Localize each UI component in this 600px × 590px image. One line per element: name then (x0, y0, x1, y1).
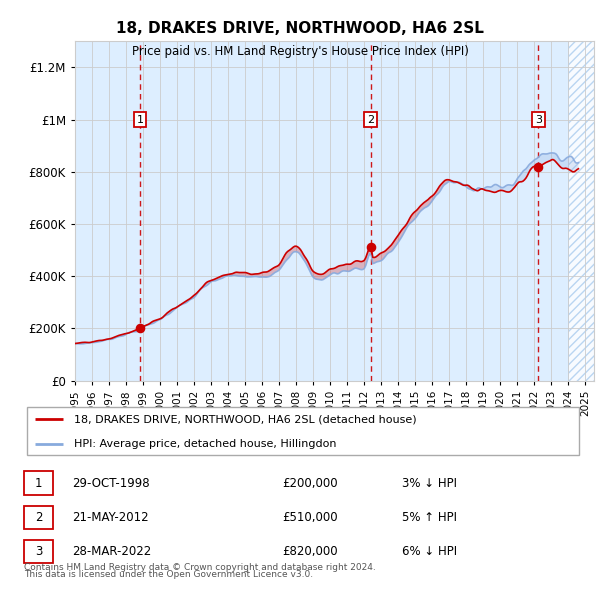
Text: 3% ↓ HPI: 3% ↓ HPI (402, 477, 457, 490)
Text: 3: 3 (35, 545, 42, 558)
Text: HPI: Average price, detached house, Hillingdon: HPI: Average price, detached house, Hill… (74, 439, 337, 449)
Text: 21-MAY-2012: 21-MAY-2012 (72, 511, 149, 524)
Point (533, 162, 543, 171)
Bar (568, 41, 594, 381)
Point (366, 242, 376, 252)
Text: Price paid vs. HM Land Registry's House Price Index (HPI): Price paid vs. HM Land Registry's House … (131, 45, 469, 58)
FancyBboxPatch shape (27, 407, 579, 454)
Point (136, 324, 145, 333)
Text: 1: 1 (35, 477, 42, 490)
Text: 29-OCT-1998: 29-OCT-1998 (72, 477, 149, 490)
Text: 2: 2 (35, 511, 42, 524)
Text: This data is licensed under the Open Government Licence v3.0.: This data is licensed under the Open Gov… (24, 571, 313, 579)
Text: 5% ↑ HPI: 5% ↑ HPI (402, 511, 457, 524)
Text: 1: 1 (137, 114, 143, 124)
Text: 3: 3 (535, 114, 542, 124)
Text: £820,000: £820,000 (282, 545, 338, 558)
Text: 6% ↓ HPI: 6% ↓ HPI (402, 545, 457, 558)
Text: £200,000: £200,000 (282, 477, 338, 490)
Text: £510,000: £510,000 (282, 511, 338, 524)
Text: 18, DRAKES DRIVE, NORTHWOOD, HA6 2SL (detached house): 18, DRAKES DRIVE, NORTHWOOD, HA6 2SL (de… (74, 414, 417, 424)
Text: 2: 2 (367, 114, 374, 124)
Text: Contains HM Land Registry data © Crown copyright and database right 2024.: Contains HM Land Registry data © Crown c… (24, 563, 376, 572)
Text: 28-MAR-2022: 28-MAR-2022 (72, 545, 151, 558)
Text: 18, DRAKES DRIVE, NORTHWOOD, HA6 2SL: 18, DRAKES DRIVE, NORTHWOOD, HA6 2SL (116, 21, 484, 35)
